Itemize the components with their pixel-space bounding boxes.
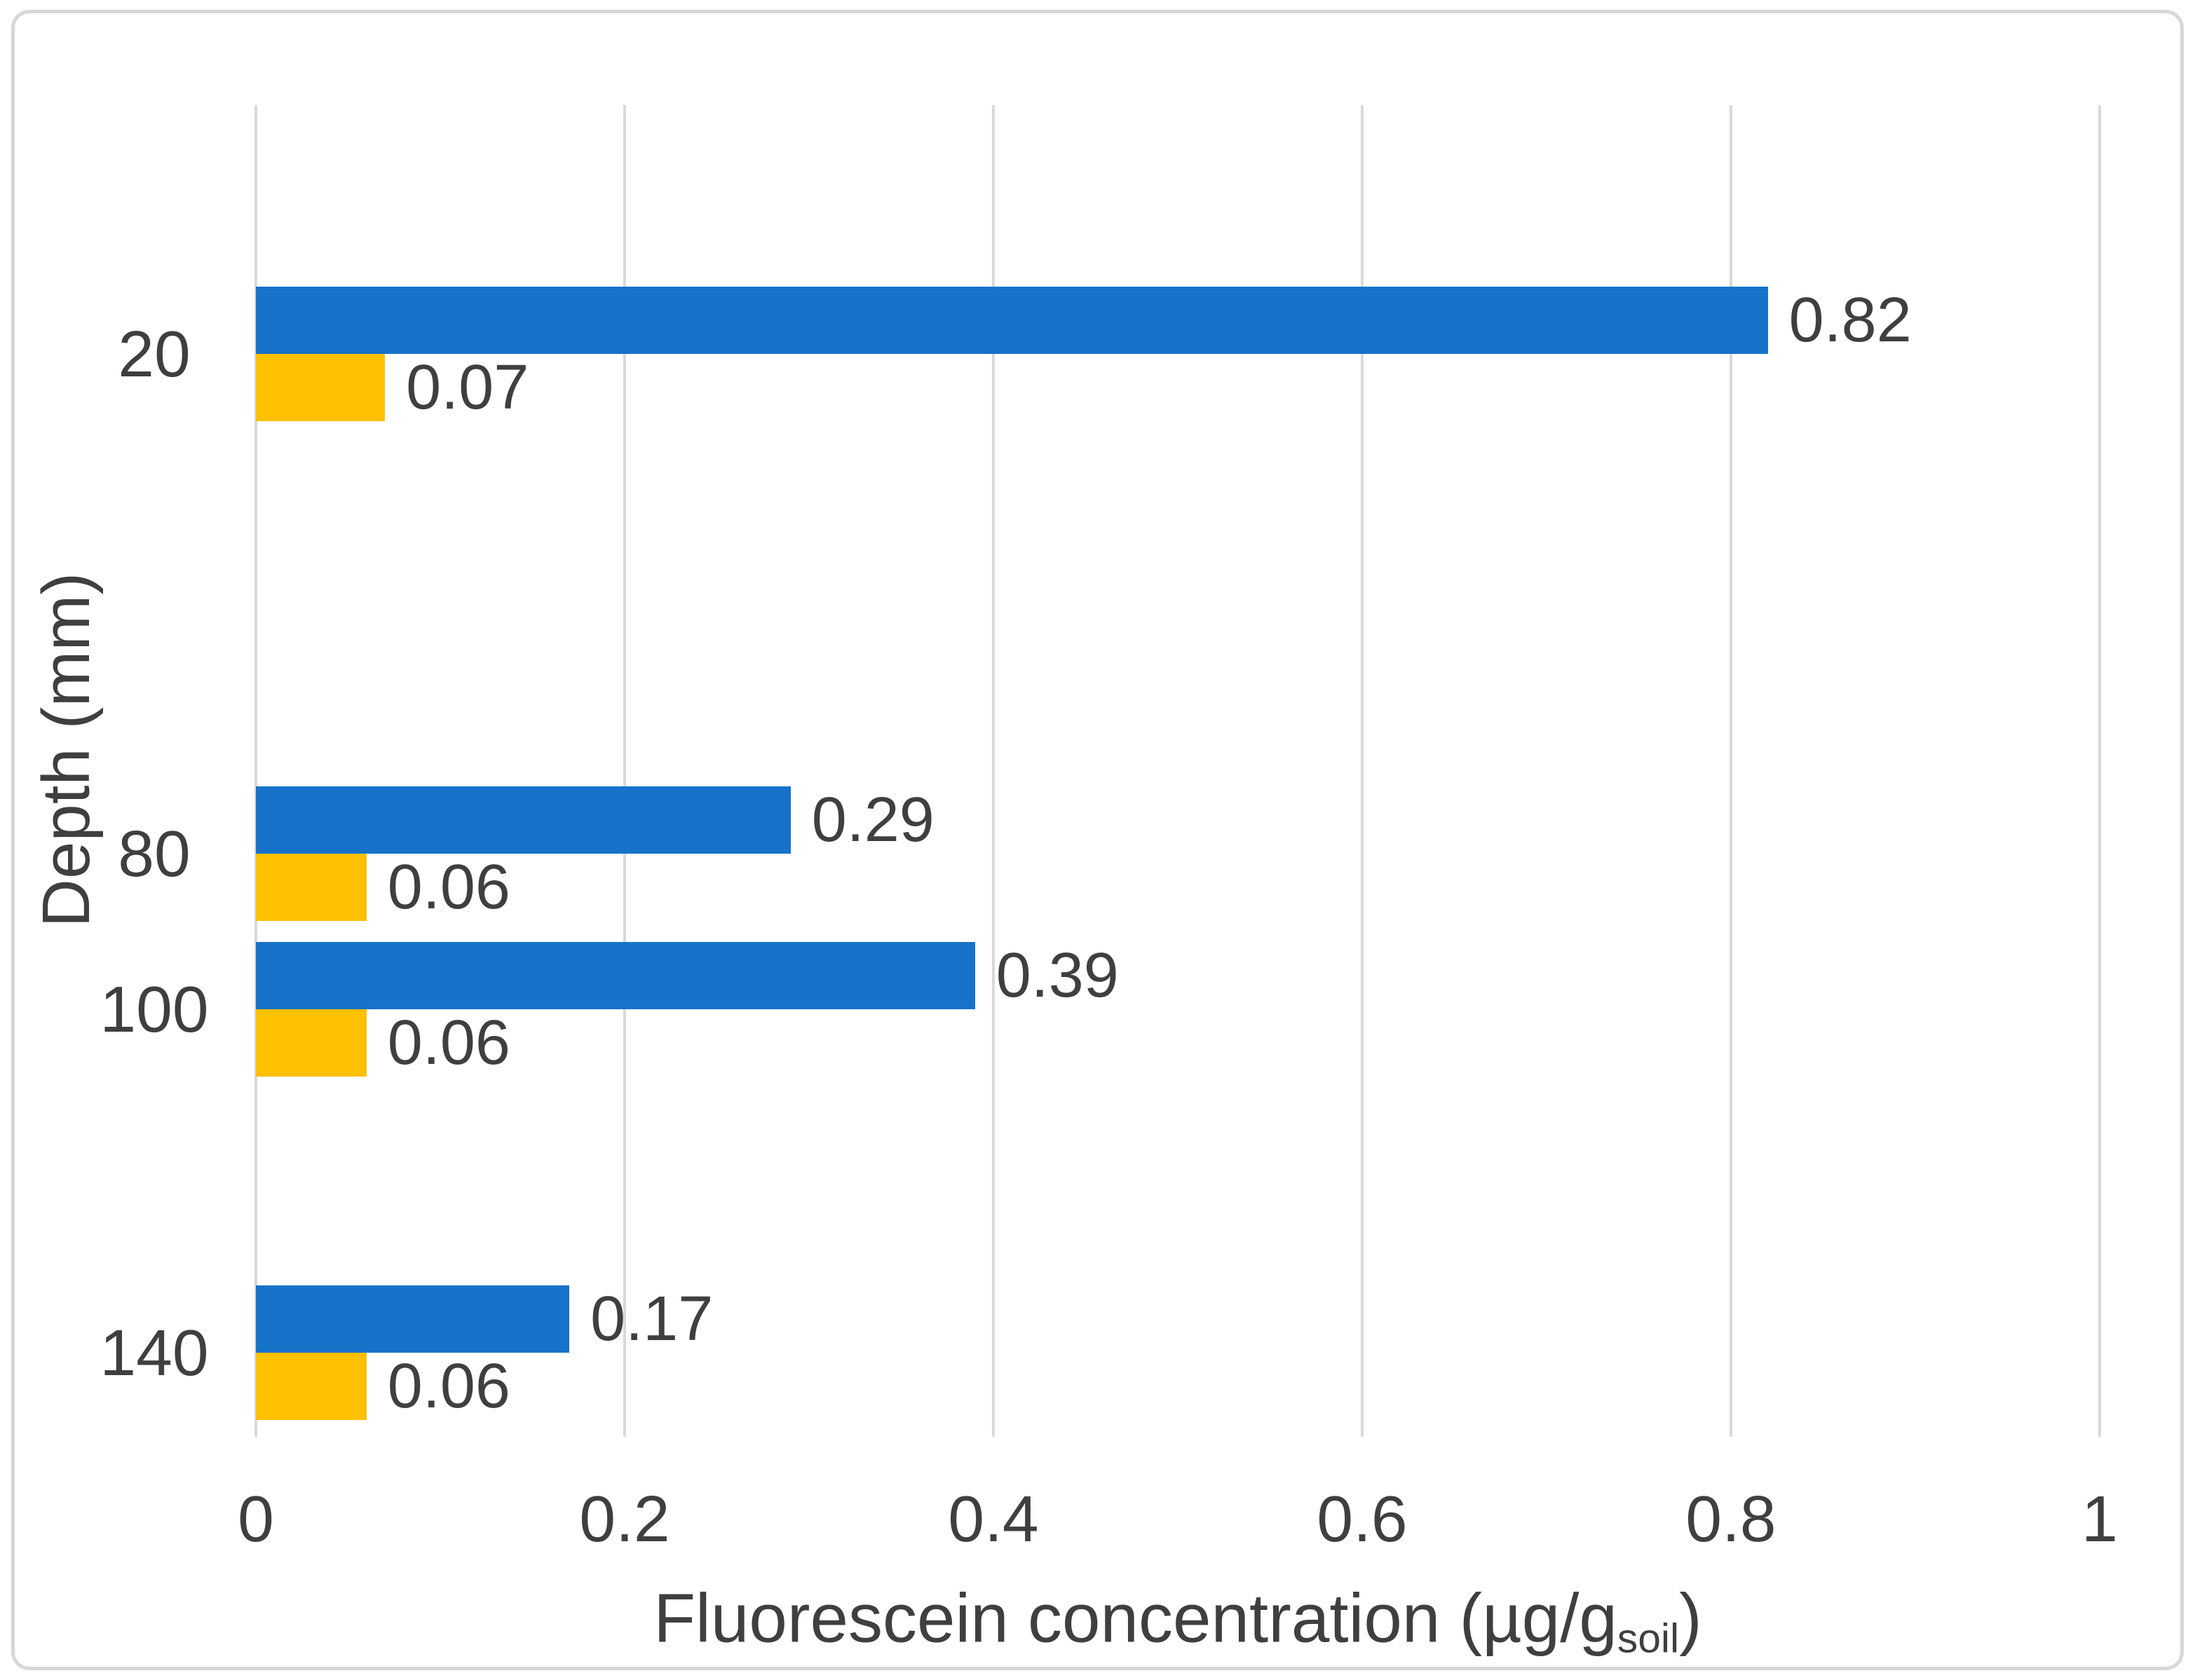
gridline-x-0.2: [623, 105, 626, 1437]
x-tick-label-0.8: 0.8: [1685, 1482, 1776, 1555]
category-label-depth-100: 100: [100, 973, 209, 1046]
bar-blue-series-depth-100: [256, 942, 975, 1009]
gridline-x-0.4: [992, 105, 995, 1437]
bar-blue-series-depth-80: [256, 786, 791, 854]
category-label-depth-80: 80: [118, 817, 191, 890]
bar-yellow-series-depth-100: [256, 1009, 367, 1077]
chart-outer-border: [11, 10, 2184, 1670]
bar-yellow-series-depth-80: [256, 854, 367, 921]
bar-yellow-series-depth-20: [256, 354, 386, 421]
x-tick-label-0.6: 0.6: [1317, 1482, 1408, 1555]
x-axis-title: Fluorescein concentration (µg/gsoil): [653, 1579, 1702, 1662]
x-axis-title-text: Fluorescein concentration (µg/g: [653, 1579, 1617, 1657]
x-axis-title-subscript: soil: [1617, 1616, 1680, 1662]
data-label-blue-series-depth-80: 0.29: [811, 785, 935, 855]
gridline-x-1: [2098, 105, 2101, 1437]
x-tick-label-0.2: 0.2: [579, 1482, 670, 1555]
x-tick-label-0: 0: [238, 1482, 274, 1555]
data-label-yellow-series-depth-20: 0.07: [406, 353, 529, 423]
bar-blue-series-depth-140: [256, 1285, 570, 1353]
y-axis-title-text: Depth (mm): [29, 572, 104, 928]
category-label-depth-140: 140: [100, 1316, 209, 1389]
data-label-yellow-series-depth-140: 0.06: [387, 1351, 510, 1421]
y-axis-title: Depth (mm): [28, 573, 105, 928]
x-axis-title-close-paren: ): [1679, 1579, 1702, 1657]
gridline-x-0: [254, 105, 257, 1437]
x-tick-label-0.4: 0.4: [948, 1482, 1039, 1555]
data-label-yellow-series-depth-100: 0.06: [387, 1008, 510, 1078]
bar-blue-series-depth-20: [256, 287, 1768, 354]
x-tick-label-1: 1: [2081, 1482, 2118, 1555]
data-label-blue-series-depth-100: 0.39: [995, 941, 1119, 1011]
gridline-x-0.6: [1361, 105, 1364, 1437]
category-label-depth-20: 20: [118, 317, 191, 390]
bar-yellow-series-depth-140: [256, 1353, 367, 1420]
data-label-blue-series-depth-20: 0.82: [1788, 285, 1912, 355]
data-label-blue-series-depth-140: 0.17: [590, 1284, 714, 1354]
gridline-x-0.8: [1730, 105, 1732, 1437]
data-label-yellow-series-depth-80: 0.06: [387, 852, 510, 922]
